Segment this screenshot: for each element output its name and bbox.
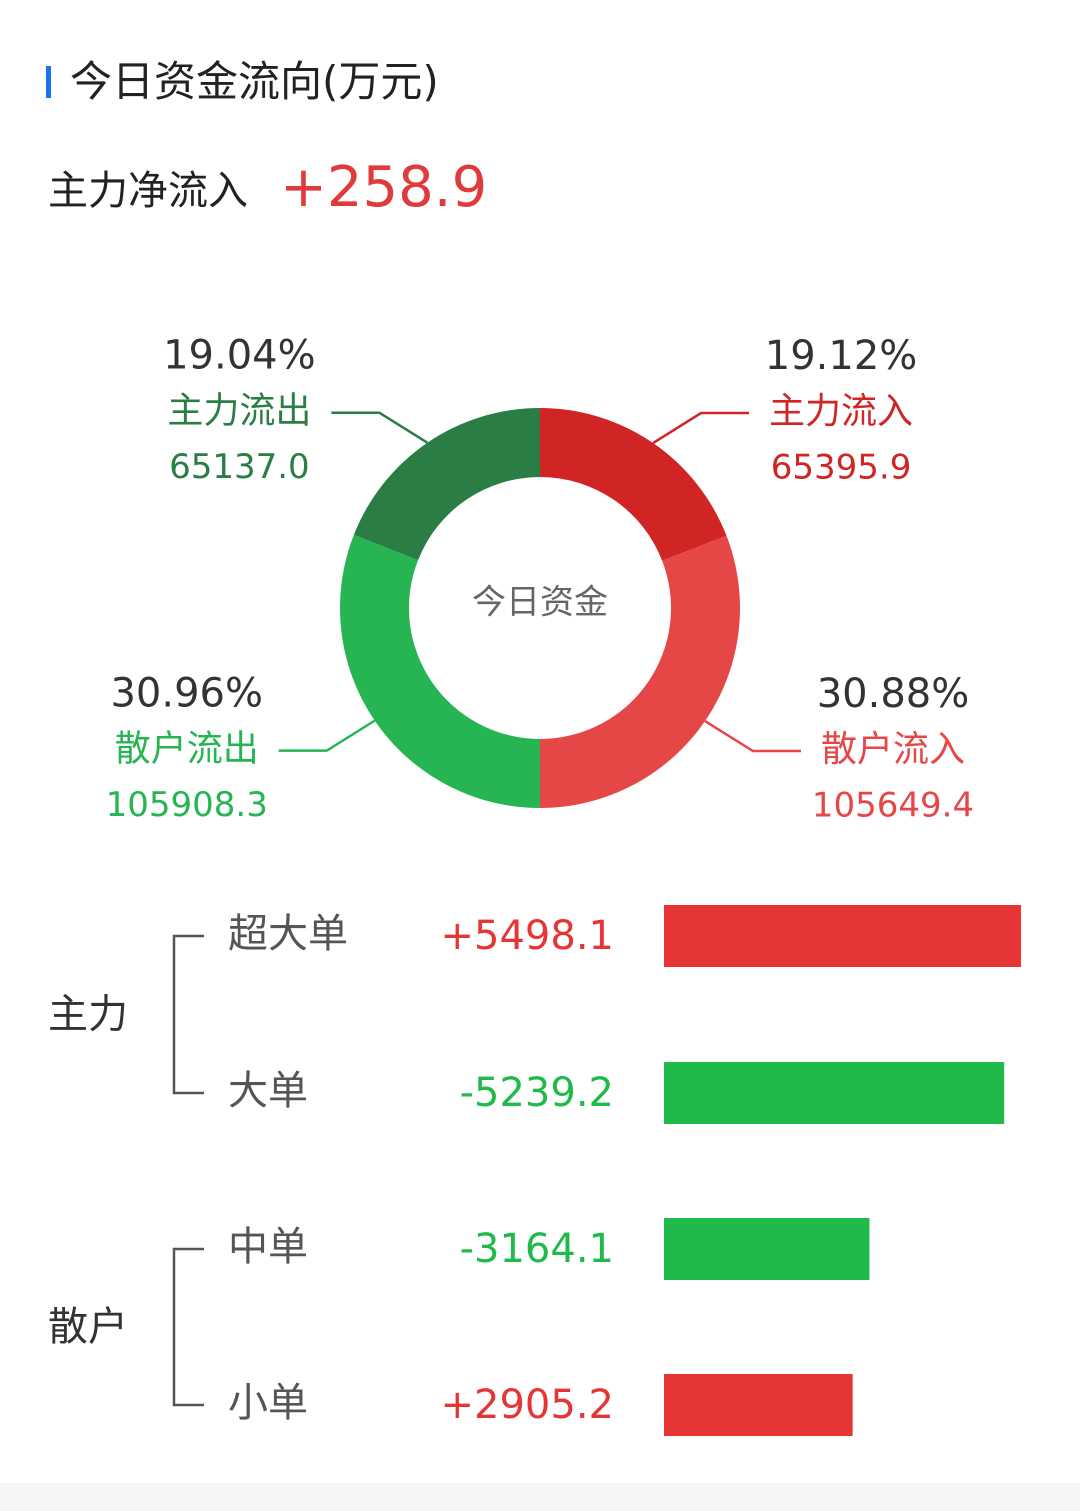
bar — [664, 1374, 853, 1436]
slice-percent-label: 30.88% — [817, 671, 970, 717]
slice-name-label: 主力流出 — [167, 391, 311, 432]
donut-slice — [540, 408, 727, 561]
slice-percent-label: 19.12% — [765, 333, 918, 379]
bar-value-label: -3164.1 — [460, 1226, 614, 1272]
group-bracket — [172, 1247, 204, 1407]
donut-center-label: 今日资金 — [472, 583, 608, 623]
bar-category-label: 超大单 — [228, 911, 348, 957]
bar — [664, 905, 1021, 967]
donut-slice — [540, 535, 740, 808]
net-inflow-label: 主力净流入 — [48, 168, 248, 214]
leader-line — [331, 411, 429, 444]
slice-percent-label: 30.96% — [110, 671, 263, 717]
slice-name-label: 主力流入 — [769, 391, 913, 432]
leader-line — [704, 719, 801, 753]
bar — [664, 1218, 870, 1280]
section-title: 今日资金流向(万元) — [70, 57, 439, 106]
section-accent-bar — [46, 66, 51, 98]
bar-category-label: 小单 — [228, 1380, 308, 1426]
slice-value-label: 65137.0 — [169, 447, 310, 487]
footer-divider — [0, 1483, 1080, 1511]
slice-value-label: 105649.4 — [812, 786, 974, 826]
slice-percent-label: 19.04% — [163, 333, 316, 379]
leader-line — [278, 719, 376, 752]
slice-name-label: 散户流出 — [115, 729, 259, 770]
bar-value-label: +5498.1 — [441, 913, 614, 959]
order-size-bar-chart: 主力 超大单 +5498.1 大单 -5239.2 散户 中单 -3164.1 小单 +2905.… — [48, 905, 1021, 1436]
bar-category-label: 中单 — [228, 1224, 308, 1270]
bar-value-label: -5239.2 — [460, 1070, 614, 1116]
net-inflow-value: +258.9 — [280, 155, 488, 220]
bar-value-label: +2905.2 — [441, 1382, 614, 1428]
group-label: 散户 — [48, 1304, 128, 1350]
slice-value-label: 65395.9 — [771, 448, 912, 488]
donut-slice — [340, 534, 540, 809]
bar-category-label: 大单 — [228, 1068, 308, 1114]
fund-flow-donut-chart: 今日资金 19.12% 主力流入 65395.9 30.88% 散户流入 105649.4 3… — [106, 333, 975, 826]
group-bracket — [172, 934, 204, 1095]
group-label: 主力 — [48, 992, 128, 1038]
leader-line — [652, 411, 750, 445]
slice-name-label: 散户流入 — [821, 729, 965, 770]
slice-value-label: 105908.3 — [106, 785, 268, 825]
bar — [664, 1062, 1005, 1124]
donut-slice — [353, 408, 540, 561]
